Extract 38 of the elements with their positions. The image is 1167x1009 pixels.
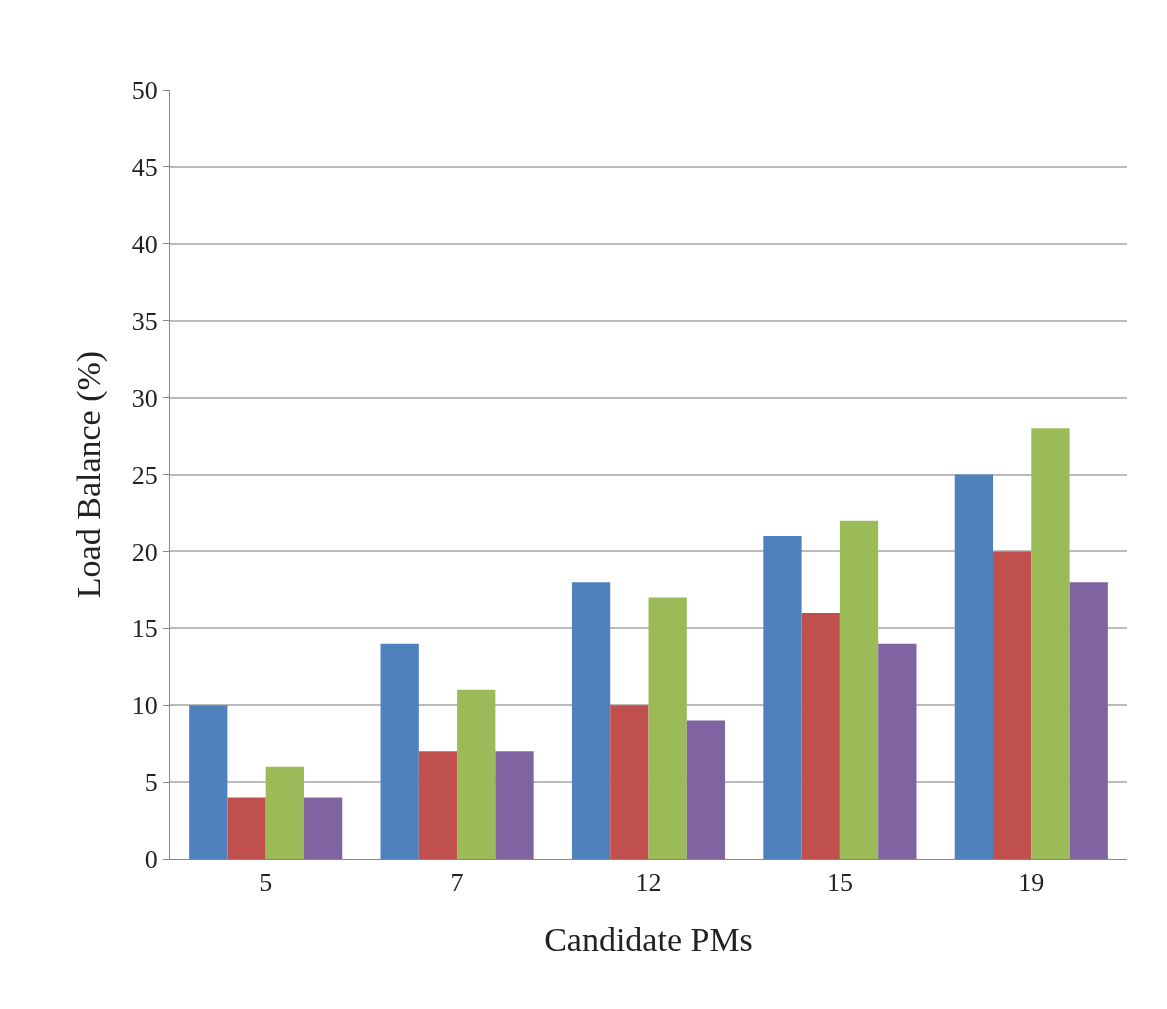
y-tick-label: 10 [131,691,158,721]
bar [610,705,649,859]
x-tick-label: 12 [635,868,662,898]
bar [571,582,611,859]
bar [265,766,304,859]
x-tick-label: 5 [259,868,273,898]
y-tick-label: 40 [131,229,158,259]
bar [495,751,534,859]
y-tick-label: 50 [131,76,158,106]
bar [457,689,496,859]
x-axis-title: Candidate PMs [544,920,753,958]
y-tick-label: 15 [131,614,158,644]
bar [954,474,994,859]
x-tick-label: 7 [450,868,464,898]
bar [1031,428,1070,859]
y-axis-title: Load Balance (%) [70,350,109,599]
bar [801,612,840,859]
bar [303,797,343,859]
bar [227,797,266,859]
y-tick-label: 5 [144,768,158,798]
bar [418,751,458,859]
bar [878,643,917,859]
y-tick-label: 0 [144,845,158,875]
bar [189,705,228,859]
y-tick-label: 45 [131,153,158,182]
x-tick-label: 19 [1018,868,1045,898]
bar [763,536,802,859]
bar [993,551,1032,859]
y-tick-label: 30 [131,383,158,413]
bar [839,520,879,859]
bar [380,643,419,859]
x-tick-label: 15 [826,868,853,898]
bar [686,720,726,859]
y-tick-label: 20 [131,537,158,567]
bar [1069,582,1108,859]
y-tick-label: 35 [131,306,158,336]
y-tick-label: 25 [131,460,158,490]
bar [648,597,687,859]
